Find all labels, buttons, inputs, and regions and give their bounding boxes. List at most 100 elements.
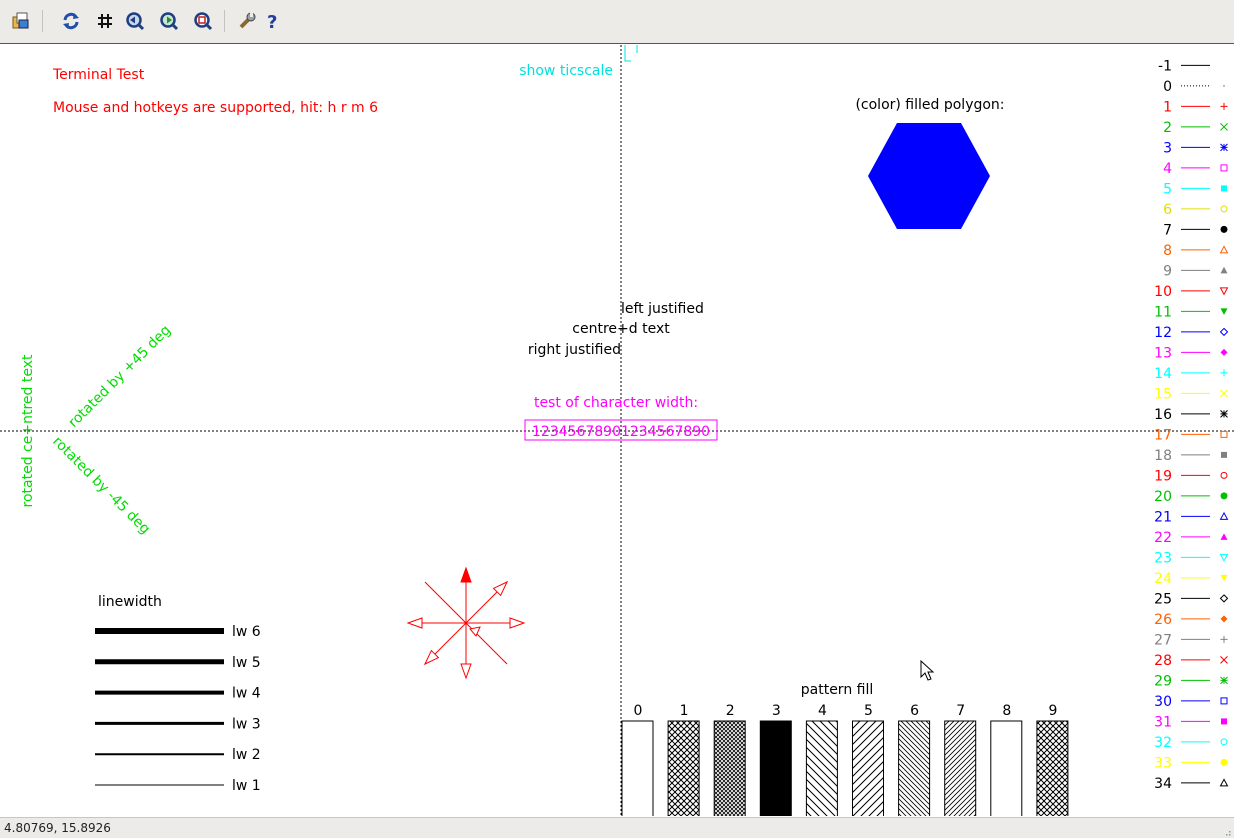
legend-point-symbol (1219, 287, 1229, 296)
copy-to-clipboard-icon[interactable] (10, 10, 32, 32)
legend-point-symbol (1220, 389, 1228, 398)
legend-linetype-label: 14 (1154, 366, 1172, 382)
pattern-fill-box (667, 720, 700, 822)
legend-linetype-label: 30 (1154, 694, 1172, 710)
legend-point-symbol (1219, 327, 1229, 337)
pattern-number-label: 4 (818, 703, 827, 719)
legend-linetype-label: 8 (1163, 243, 1172, 259)
plot-canvas[interactable]: Terminal Test Mouse and hotkeys are supp… (0, 45, 1234, 822)
arrow-head (509, 617, 526, 629)
legend-point-symbol (1220, 348, 1228, 356)
pattern-fill-box (944, 720, 977, 822)
legend-linetype-label: 26 (1154, 612, 1172, 628)
linewidth-sample-label: lw 4 (232, 686, 261, 702)
legend-point-symbol (1219, 778, 1229, 787)
pattern-number-label: 8 (1002, 703, 1011, 719)
linewidth-sample-label: lw 5 (232, 655, 261, 671)
legend-point-symbol (1220, 308, 1228, 315)
legend-linetype-label: 16 (1154, 407, 1172, 423)
unzoom-icon[interactable] (192, 10, 214, 32)
pattern-number-label: 1 (680, 703, 689, 719)
legend-point-symbol (1220, 164, 1228, 172)
pattern-number-label: 6 (910, 703, 919, 719)
pattern-fill-samples: 0 1 2 3 4 5 6 7 8 9 (621, 703, 1069, 822)
pattern-fill-box (852, 720, 884, 822)
legend-point-symbol (1223, 85, 1225, 87)
legend-linetype-label: 19 (1154, 468, 1172, 484)
char-width-label: test of character width: (534, 395, 698, 411)
pattern-fill-box (713, 720, 746, 822)
show-ticscale-label: show ticscale (519, 63, 613, 79)
pattern-number-label: 7 (956, 703, 965, 719)
grid-icon[interactable] (94, 10, 116, 32)
legend-linetype-label: 18 (1154, 448, 1172, 464)
arrow-head (460, 566, 472, 583)
arrow-head (460, 663, 472, 680)
pattern-fill-box (990, 720, 1023, 822)
pattern-number-label: 2 (726, 703, 735, 719)
right-justified-text: right justified (528, 342, 621, 358)
toolbar: ? (0, 0, 1234, 44)
toolbar-separator (224, 10, 225, 32)
linewidth-sample-label: lw 2 (232, 747, 261, 763)
pattern-number-label: 3 (772, 703, 781, 719)
legend-point-symbol (1220, 635, 1228, 643)
legend-linetype-label: 22 (1154, 530, 1172, 546)
arrow-head (423, 649, 440, 666)
help-icon[interactable]: ? (262, 10, 284, 32)
legend-linetype-label: 3 (1163, 140, 1172, 156)
legend-linetype-label: 25 (1154, 591, 1172, 607)
legend-point-symbol (1220, 656, 1228, 664)
next-zoom-icon[interactable] (158, 10, 180, 32)
legend-linetype-label: -1 (1158, 58, 1172, 74)
left-justified-text: left justified (621, 301, 704, 317)
arrow-star (406, 566, 526, 680)
legend-linetype-label: 7 (1163, 222, 1172, 238)
legend-linetype-label: 0 (1163, 79, 1172, 95)
toolbar-separator (42, 10, 43, 32)
legend-point-symbol (1219, 511, 1229, 520)
legend-point-symbol (1220, 471, 1228, 479)
linewidth-sample-label: lw 3 (232, 716, 261, 732)
rotated-plus45-text: rotated by +45 deg (66, 322, 175, 431)
legend-point-symbol (1220, 430, 1228, 438)
legend-point-symbol (1220, 143, 1228, 152)
resize-grip-icon[interactable] (1221, 826, 1231, 836)
configure-icon[interactable] (236, 10, 258, 32)
legend-point-symbol (1220, 225, 1228, 233)
rotated-centred-text: rotated ce+ntred text (20, 354, 36, 507)
legend-point-symbol (1220, 697, 1228, 705)
legend-linetype-label: 24 (1154, 571, 1172, 587)
legend-point-symbol (1220, 369, 1228, 377)
linewidth-sample-label: lw 6 (232, 624, 261, 640)
svg-text:?: ? (267, 12, 277, 31)
legend-point-symbol (1219, 245, 1229, 254)
pattern-number-label: 5 (864, 703, 873, 719)
legend-linetype-label: 33 (1154, 755, 1172, 771)
rotated-minus45-text: rotated by -45 deg (49, 434, 153, 538)
legend-linetype-label: 5 (1163, 181, 1172, 197)
legend-point-symbol (1220, 102, 1228, 110)
previous-zoom-icon[interactable] (124, 10, 146, 32)
centred-text: centre+d text (572, 321, 670, 337)
hotkeys-hint: Mouse and hotkeys are supported, hit: h … (53, 100, 378, 116)
legend-linetype-label: 20 (1154, 489, 1172, 505)
legend-point-symbol (1220, 533, 1228, 540)
char-width-box (524, 419, 718, 441)
pattern-fill-box (621, 720, 654, 822)
legend-linetype-label: 21 (1154, 509, 1172, 525)
pattern-number-label: 0 (634, 703, 643, 719)
arrow-shaft (424, 581, 467, 624)
replot-icon[interactable] (60, 10, 82, 32)
legend-linetype-label: 29 (1154, 673, 1172, 689)
legend-point-symbol (1219, 553, 1229, 562)
legend-point-symbol (1221, 718, 1227, 725)
legend-linetype-label: 15 (1154, 386, 1172, 402)
linewidth-sample-label: lw 1 (232, 778, 261, 794)
legend-linetype-label: 2 (1163, 120, 1172, 136)
legend-linetype-label: 9 (1163, 263, 1172, 279)
legend-point-symbol (1220, 738, 1228, 746)
arrow-head (406, 617, 423, 629)
legend-point-symbol (1219, 594, 1229, 603)
legend-linetype-label: 12 (1154, 325, 1172, 341)
